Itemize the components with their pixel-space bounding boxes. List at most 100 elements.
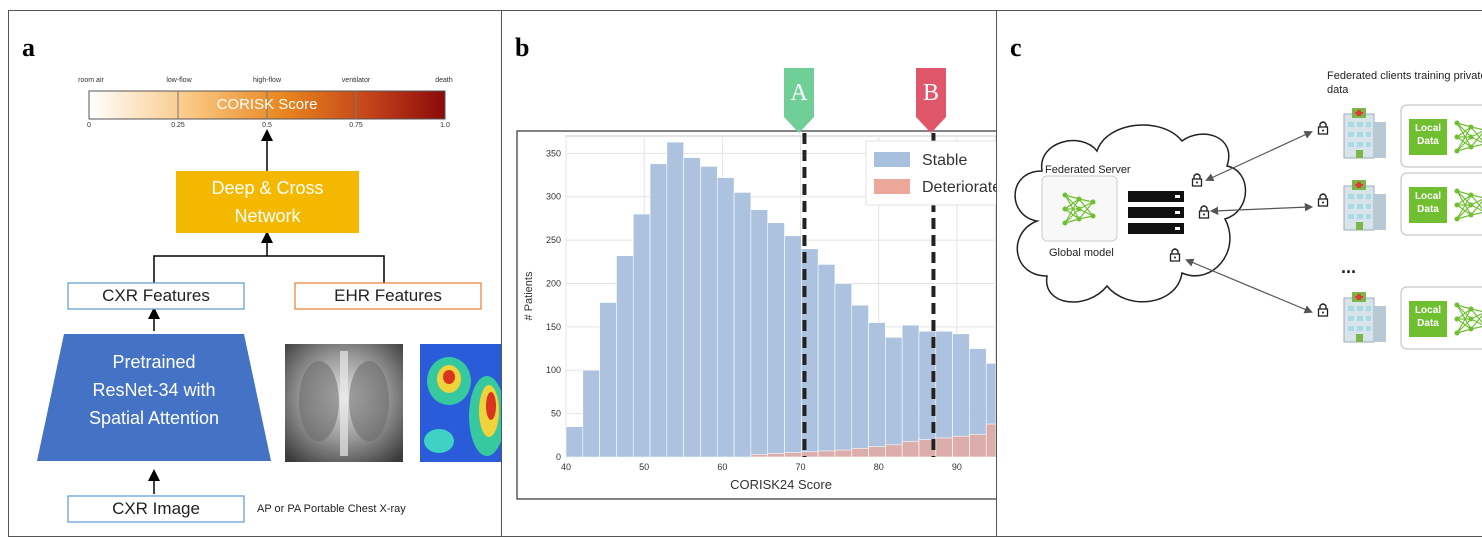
bar-deteriorated: [834, 449, 853, 458]
legend-swatch-deteriorated: [874, 179, 910, 194]
y-tick-label: 100: [546, 365, 561, 375]
y-tick-label: 250: [546, 235, 561, 245]
scale-cat-death: death: [435, 77, 453, 84]
bar-stable: [733, 192, 752, 458]
y-tick-label: 200: [546, 278, 561, 288]
bar-deteriorated: [851, 448, 869, 458]
scale-cat-low-flow: low-flow: [166, 77, 192, 84]
bar-stable: [666, 141, 684, 458]
cxr-caption: AP or PA Portable Chest X-ray: [257, 503, 406, 515]
y-tick-label: 0: [556, 452, 561, 462]
lock-icon: [1317, 303, 1329, 317]
y-tick-label: 300: [546, 192, 561, 202]
bar-stable: [817, 264, 836, 458]
hospital-icon: [1343, 179, 1387, 231]
bar-stable: [649, 163, 668, 458]
x-tick-label: 90: [952, 462, 962, 472]
global-model-label: Global model: [1049, 247, 1114, 259]
bar-stable: [632, 213, 651, 458]
panel-c: c: [996, 10, 1482, 537]
bar-deteriorated: [885, 444, 903, 458]
scale-tick-025: 0.25: [171, 122, 185, 129]
attention-heatmap: [420, 344, 501, 462]
bar-deteriorated: [901, 441, 920, 458]
bar-deteriorated: [750, 454, 769, 458]
bar-deteriorated: [952, 435, 970, 458]
legend-box: [865, 140, 996, 206]
x-tick-label: 70: [796, 462, 806, 472]
scale-title: CORISK Score: [216, 96, 318, 113]
marker-a: A: [784, 68, 814, 133]
panel-a-diagram: [37, 90, 501, 523]
marker-b-label: B: [923, 80, 939, 106]
scale-tick-0: 0: [87, 122, 91, 129]
panel-b: b 0 50 100 150 200 250 300 350 40 50 60 70 80 90 CORI…: [501, 10, 997, 537]
clients-title: Federated clients training private data: [1327, 70, 1482, 96]
local-data-label: Local Data: [1414, 191, 1442, 215]
dcn-label: Deep & Cross Network: [211, 178, 324, 226]
scale-cat-room-air: room air: [78, 77, 104, 84]
marker-a-label: A: [790, 80, 808, 106]
bar-stable: [683, 157, 701, 458]
bar-stable: [834, 283, 853, 458]
bar-stable: [599, 302, 617, 458]
lock-icon: [1317, 121, 1329, 135]
marker-b: B: [916, 68, 946, 133]
bar-deteriorated: [935, 437, 953, 458]
panel-a-label: a: [22, 33, 35, 62]
x-tick-label: 40: [561, 462, 571, 472]
cxr-image-box: [67, 495, 245, 523]
y-tick-label: 50: [551, 409, 561, 419]
dcn-box: [176, 171, 359, 233]
resnet-label: Pretrained ResNet-34 with Spatial Attent…: [88, 352, 220, 428]
federated-diagram: [1014, 104, 1482, 350]
x-tick-label: 80: [874, 462, 884, 472]
panel-a: a: [8, 10, 502, 537]
legend-label-stable: Stable: [922, 152, 967, 169]
scale-cat-high-flow: high-flow: [252, 77, 281, 84]
local-data-block: [1409, 301, 1447, 337]
cxr-features-box: [67, 282, 245, 310]
scale-tick-05: 0.5: [262, 122, 272, 129]
histogram-chart: 0 50 100 150 200 250 300 350 40 50 60 70 80 90 CORISK…: [516, 68, 997, 500]
local-data-block: [1409, 119, 1447, 155]
bar-stable: [851, 304, 869, 458]
bar-stable: [885, 336, 903, 458]
hospital-icon: [1343, 107, 1387, 159]
x-tick-label: 50: [639, 462, 649, 472]
bar-deteriorated: [868, 446, 886, 458]
local-data-label: Local Data: [1414, 305, 1442, 329]
x-tick-label: 60: [717, 462, 727, 472]
bar-stable: [565, 426, 584, 458]
bar-stable: [784, 235, 802, 458]
scale-tick-075: 0.75: [349, 122, 363, 129]
bar-stable: [700, 166, 718, 458]
legend: Stable Deteriorated: [865, 140, 997, 206]
server-label: Federated Server: [1045, 164, 1131, 176]
scale-cat-ventilator: ventilator: [341, 77, 371, 84]
x-axis-label: CORISK24 Score: [730, 477, 832, 492]
bar-stable: [716, 177, 735, 458]
panel-b-label: b: [515, 33, 530, 62]
legend-label-deteriorated: Deteriorated: [922, 179, 997, 196]
bar-stable: [750, 209, 769, 458]
local-data-block: [1409, 187, 1447, 223]
local-data-label: Local Data: [1414, 123, 1442, 147]
cxr-image-label: CXR Image: [112, 499, 200, 518]
ellipsis: ...: [1341, 257, 1357, 277]
panel-c-label: c: [1010, 33, 1022, 62]
bar-deteriorated: [985, 423, 996, 458]
y-tick-label: 150: [546, 322, 561, 332]
bar-stable: [582, 369, 600, 458]
bar-deteriorated: [817, 450, 836, 458]
resnet-trapezoid: [37, 334, 271, 461]
legend-swatch-stable: [874, 152, 910, 167]
scale-tick-1: 1.0: [440, 122, 450, 129]
cxr-features-label: CXR Features: [102, 286, 210, 305]
server-rack-icon: [1128, 191, 1184, 234]
bar-deteriorated: [767, 453, 785, 458]
hospital-icon: [1343, 291, 1387, 343]
bar-deteriorated: [784, 452, 802, 458]
y-axis-label: # Patients: [523, 271, 535, 320]
ehr-features-box: [294, 282, 482, 310]
